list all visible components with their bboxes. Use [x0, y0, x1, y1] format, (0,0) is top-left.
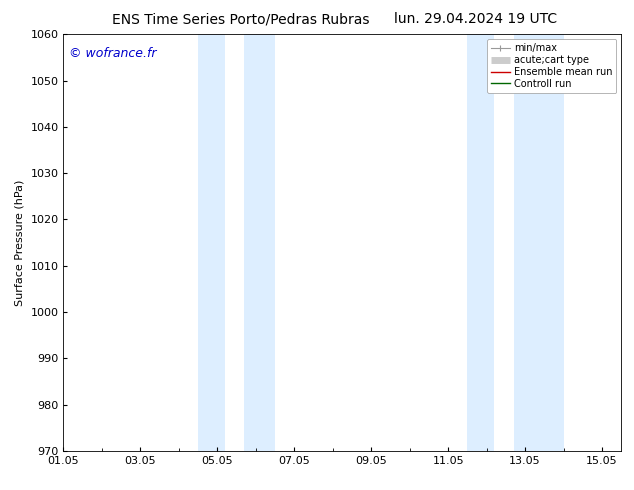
- Text: lun. 29.04.2024 19 UTC: lun. 29.04.2024 19 UTC: [394, 12, 557, 26]
- Legend: min/max, acute;cart type, Ensemble mean run, Controll run: min/max, acute;cart type, Ensemble mean …: [487, 39, 616, 93]
- Bar: [244, 34, 275, 451]
- Y-axis label: Surface Pressure (hPa): Surface Pressure (hPa): [15, 179, 25, 306]
- Text: © wofrance.fr: © wofrance.fr: [69, 47, 157, 60]
- Bar: [467, 34, 495, 451]
- Bar: [198, 34, 225, 451]
- Bar: [514, 34, 564, 451]
- Text: ENS Time Series Porto/Pedras Rubras: ENS Time Series Porto/Pedras Rubras: [112, 12, 370, 26]
